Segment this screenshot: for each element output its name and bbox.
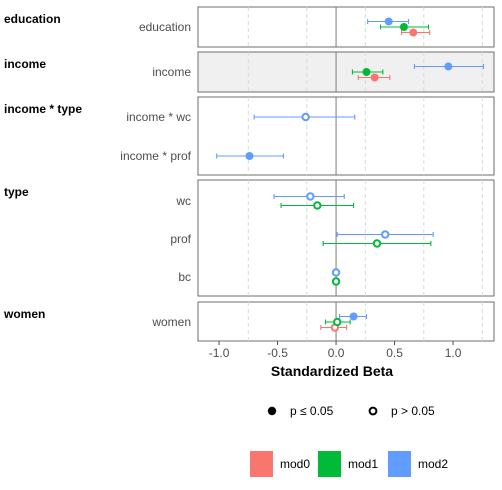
panel-education: education education — [4, 7, 494, 47]
term-label: income * wc — [126, 110, 191, 124]
term-label: wc — [175, 194, 191, 208]
panel-income: income income — [4, 52, 494, 92]
term-label: women — [151, 315, 191, 329]
x-axis-label: Standardized Beta — [271, 363, 393, 379]
nonsig-key-hollow — [370, 408, 377, 415]
point-estimate — [374, 240, 380, 246]
panel-type: type wc prof bc — [4, 180, 494, 296]
group-label: women — [3, 307, 45, 321]
model-legend: mod0 mod1 mod2 — [250, 451, 448, 477]
point-estimate — [333, 278, 339, 284]
group-label: type — [4, 185, 29, 199]
point-estimate — [382, 231, 388, 237]
term-label: bc — [178, 270, 191, 284]
x-tick-label: 0.5 — [386, 346, 403, 360]
term-label: education — [139, 20, 191, 34]
point-estimate — [302, 114, 308, 120]
x-tick-label: 1.0 — [445, 346, 462, 360]
term-label: prof — [170, 232, 191, 246]
point-estimate — [333, 269, 339, 275]
legend-label-mod2: mod2 — [418, 457, 448, 471]
point-estimate — [400, 23, 408, 31]
point-estimate — [334, 319, 340, 325]
point-estimate — [362, 68, 370, 76]
sig-key-label: p ≤ 0.05 — [290, 404, 334, 418]
legend-label-mod0: mod0 — [280, 457, 310, 471]
group-label: income — [4, 57, 46, 71]
term-label: income * prof — [120, 149, 191, 163]
legend-key-mod0 — [250, 451, 273, 477]
x-tick-label: -0.5 — [267, 346, 288, 360]
legend-key-mod1 — [318, 451, 341, 477]
x-tick-label: 0.0 — [328, 346, 345, 360]
estimate-mod2 — [333, 269, 339, 275]
point-estimate — [409, 29, 417, 37]
group-label: income * type — [4, 102, 82, 116]
sig-key-filled — [268, 407, 276, 415]
panel-frame — [198, 180, 494, 296]
point-estimate — [371, 74, 379, 82]
point-estimate — [350, 313, 358, 321]
point-estimate — [444, 63, 452, 71]
panel-frame — [198, 7, 494, 47]
panel-women: women women — [3, 302, 494, 341]
point-estimate — [307, 193, 313, 199]
nonsig-key-label: p > 0.05 — [391, 404, 435, 418]
panel-frame — [198, 97, 494, 175]
estimate-mod1 — [333, 278, 339, 284]
panel-income-type: income * type income * wc income * prof — [4, 97, 494, 175]
group-label: education — [4, 12, 61, 26]
point-estimate — [385, 18, 393, 26]
panels: education education income income income * t… — [3, 7, 494, 341]
significance-legend: p ≤ 0.05 p > 0.05 — [268, 404, 435, 418]
point-estimate — [314, 202, 320, 208]
legend-key-mod2 — [388, 451, 411, 477]
legend-label-mod1: mod1 — [348, 457, 378, 471]
x-axis: -1.0 -0.5 0.0 0.5 1.0 — [209, 341, 462, 360]
x-tick-label: -1.0 — [209, 346, 230, 360]
point-estimate — [245, 152, 253, 160]
panel-frame — [198, 52, 494, 92]
term-label: income — [152, 65, 191, 79]
